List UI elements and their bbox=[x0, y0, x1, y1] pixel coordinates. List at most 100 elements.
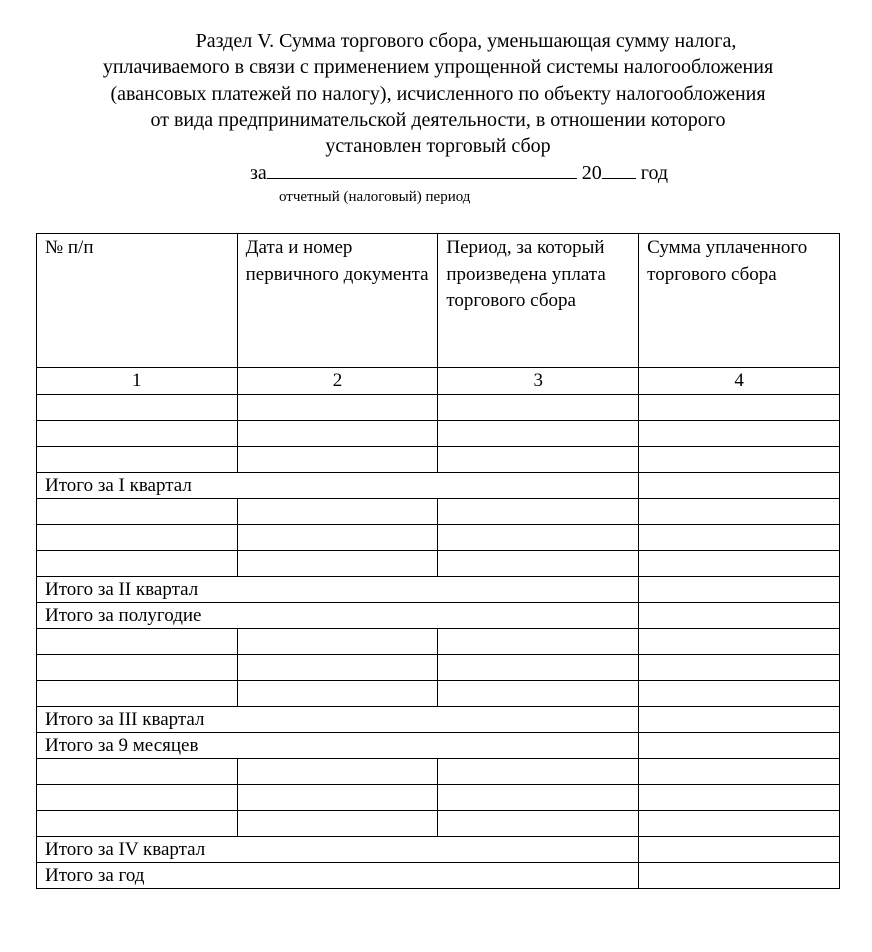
total-label: Итого за I квартал bbox=[35, 472, 640, 499]
total-row: Итого за год bbox=[35, 862, 840, 889]
total-label: Итого за полугодие bbox=[35, 602, 640, 629]
table-cell[interactable] bbox=[638, 498, 840, 525]
table-cell[interactable] bbox=[236, 394, 439, 421]
total-row: Итого за 9 месяцев bbox=[35, 732, 840, 759]
table-cell[interactable] bbox=[437, 680, 640, 707]
table-cell[interactable] bbox=[437, 784, 640, 811]
title-line: уплачиваемого в связи с применением упро… bbox=[102, 56, 774, 79]
table-cell[interactable] bbox=[437, 524, 640, 551]
year-prefix: 20 bbox=[581, 162, 602, 184]
total-amount-cell[interactable] bbox=[638, 472, 840, 499]
header-cell: Период, за который произведена уплата то… bbox=[437, 233, 640, 368]
trade-fee-table: № п/п Дата и номер первичного документа … bbox=[35, 233, 840, 889]
table-cell[interactable] bbox=[638, 680, 840, 707]
period-blank[interactable] bbox=[266, 160, 577, 179]
table-cell[interactable] bbox=[236, 784, 439, 811]
table-cell[interactable] bbox=[236, 628, 439, 655]
total-label: Итого за IV квартал bbox=[35, 836, 640, 863]
table-cell[interactable] bbox=[36, 550, 238, 577]
table-cell[interactable] bbox=[36, 524, 238, 551]
table-row bbox=[36, 550, 840, 577]
table-cell[interactable] bbox=[638, 654, 840, 681]
table-cell[interactable] bbox=[437, 420, 640, 447]
table-cell[interactable] bbox=[437, 498, 640, 525]
table-cell[interactable] bbox=[638, 524, 840, 551]
table-row bbox=[36, 420, 840, 447]
table-cell[interactable] bbox=[638, 784, 840, 811]
table-cell[interactable] bbox=[236, 524, 439, 551]
table-cell[interactable] bbox=[236, 758, 439, 785]
total-label: Итого за III квартал bbox=[35, 706, 640, 733]
table-cell[interactable] bbox=[236, 420, 439, 447]
table-cell[interactable] bbox=[236, 498, 439, 525]
title-line: установлен торговый сбор bbox=[325, 135, 551, 158]
table-row bbox=[36, 784, 840, 811]
table-cell[interactable] bbox=[638, 420, 840, 447]
table-cell[interactable] bbox=[638, 446, 840, 473]
total-amount-cell[interactable] bbox=[638, 732, 840, 759]
total-row: Итого за полугодие bbox=[35, 602, 840, 629]
table-cell[interactable] bbox=[638, 394, 840, 421]
total-amount-cell[interactable] bbox=[638, 836, 840, 863]
total-label: Итого за год bbox=[35, 862, 640, 889]
table-cell[interactable] bbox=[236, 680, 439, 707]
table-cell[interactable] bbox=[638, 628, 840, 655]
table-cell[interactable] bbox=[638, 758, 840, 785]
table-cell[interactable] bbox=[36, 394, 238, 421]
table-cell[interactable] bbox=[437, 810, 640, 837]
table-cell[interactable] bbox=[437, 394, 640, 421]
total-row: Итого за I квартал bbox=[35, 472, 840, 499]
title-line: от вида предпринимательской деятельности… bbox=[150, 108, 726, 131]
table-cell[interactable] bbox=[36, 784, 238, 811]
table-row bbox=[36, 498, 840, 525]
table-cell[interactable] bbox=[36, 758, 238, 785]
header-row: № п/п Дата и номер первичного документа … bbox=[36, 233, 840, 368]
table-cell[interactable] bbox=[437, 550, 640, 577]
period-suffix: год bbox=[640, 162, 669, 184]
column-number-row: 1 2 3 4 bbox=[36, 367, 840, 395]
total-amount-cell[interactable] bbox=[638, 602, 840, 629]
table-cell[interactable] bbox=[36, 654, 238, 681]
table-cell[interactable] bbox=[236, 654, 439, 681]
total-amount-cell[interactable] bbox=[638, 862, 840, 889]
table-row bbox=[36, 654, 840, 681]
period-hint: отчетный (налоговый) период bbox=[279, 189, 471, 205]
table-cell[interactable] bbox=[437, 758, 640, 785]
period-prefix: за bbox=[250, 162, 267, 184]
period-line: за 20 год bbox=[250, 160, 668, 185]
year-blank[interactable] bbox=[601, 160, 636, 179]
table-cell[interactable] bbox=[36, 628, 238, 655]
total-row: Итого за III квартал bbox=[35, 706, 840, 733]
table-cell[interactable] bbox=[437, 446, 640, 473]
table-row bbox=[36, 524, 840, 551]
table-cell[interactable] bbox=[437, 654, 640, 681]
header-cell: № п/п bbox=[36, 233, 238, 368]
table-row bbox=[36, 446, 840, 473]
header-cell: Сумма уплаченного торгового сбора bbox=[638, 233, 840, 368]
table-row bbox=[36, 680, 840, 707]
table-row bbox=[36, 758, 840, 785]
title-line: Раздел V. Сумма торгового сбора, уменьша… bbox=[195, 30, 737, 52]
total-amount-cell[interactable] bbox=[638, 706, 840, 733]
table-cell[interactable] bbox=[638, 810, 840, 837]
table-row bbox=[36, 810, 840, 837]
table-cell[interactable] bbox=[36, 810, 238, 837]
column-number: 1 bbox=[36, 367, 238, 395]
total-label: Итого за II квартал bbox=[35, 576, 640, 603]
table-cell[interactable] bbox=[36, 680, 238, 707]
total-row: Итого за IV квартал bbox=[35, 836, 840, 863]
column-number: 3 bbox=[437, 367, 640, 395]
table-cell[interactable] bbox=[638, 550, 840, 577]
table-cell[interactable] bbox=[236, 446, 439, 473]
table-cell[interactable] bbox=[36, 420, 238, 447]
table-cell[interactable] bbox=[437, 628, 640, 655]
total-row: Итого за II квартал bbox=[35, 576, 840, 603]
table-cell[interactable] bbox=[236, 810, 439, 837]
table-cell[interactable] bbox=[36, 446, 238, 473]
total-amount-cell[interactable] bbox=[638, 576, 840, 603]
title-line: (авансовых платежей по налогу), исчислен… bbox=[110, 82, 766, 105]
header-cell: Дата и номер первичного документа bbox=[236, 233, 439, 368]
table-row bbox=[36, 394, 840, 421]
table-cell[interactable] bbox=[36, 498, 238, 525]
table-cell[interactable] bbox=[236, 550, 439, 577]
